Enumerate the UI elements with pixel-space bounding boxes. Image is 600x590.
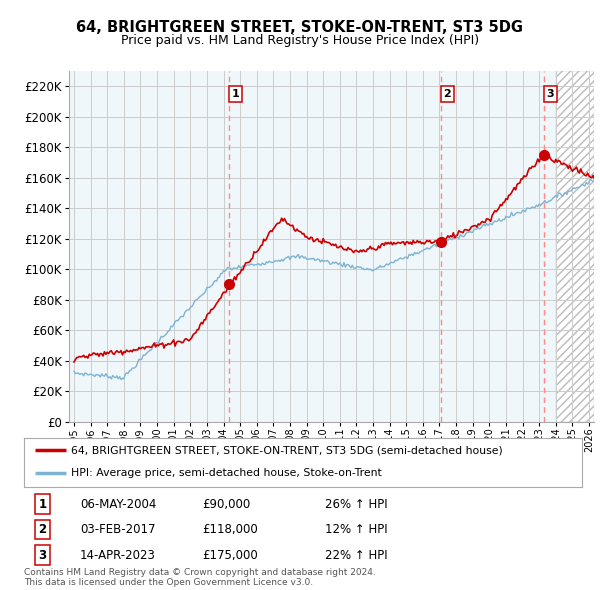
Text: £118,000: £118,000 bbox=[203, 523, 259, 536]
Text: Contains HM Land Registry data © Crown copyright and database right 2024.
This d: Contains HM Land Registry data © Crown c… bbox=[24, 568, 376, 587]
Text: 2: 2 bbox=[38, 523, 46, 536]
Text: 06-MAY-2004: 06-MAY-2004 bbox=[80, 497, 156, 510]
Text: 03-FEB-2017: 03-FEB-2017 bbox=[80, 523, 155, 536]
Text: 3: 3 bbox=[547, 89, 554, 99]
Text: 22% ↑ HPI: 22% ↑ HPI bbox=[325, 549, 388, 562]
Text: 3: 3 bbox=[38, 549, 46, 562]
Text: HPI: Average price, semi-detached house, Stoke-on-Trent: HPI: Average price, semi-detached house,… bbox=[71, 468, 382, 478]
Text: 1: 1 bbox=[232, 89, 239, 99]
Text: 26% ↑ HPI: 26% ↑ HPI bbox=[325, 497, 388, 510]
Text: 64, BRIGHTGREEN STREET, STOKE-ON-TRENT, ST3 5DG (semi-detached house): 64, BRIGHTGREEN STREET, STOKE-ON-TRENT, … bbox=[71, 445, 503, 455]
Text: 14-APR-2023: 14-APR-2023 bbox=[80, 549, 155, 562]
Text: £175,000: £175,000 bbox=[203, 549, 259, 562]
Text: Price paid vs. HM Land Registry's House Price Index (HPI): Price paid vs. HM Land Registry's House … bbox=[121, 34, 479, 47]
Text: 2: 2 bbox=[443, 89, 451, 99]
Text: 1: 1 bbox=[38, 497, 46, 510]
Text: 64, BRIGHTGREEN STREET, STOKE-ON-TRENT, ST3 5DG: 64, BRIGHTGREEN STREET, STOKE-ON-TRENT, … bbox=[77, 20, 523, 35]
Text: 12% ↑ HPI: 12% ↑ HPI bbox=[325, 523, 388, 536]
Text: £90,000: £90,000 bbox=[203, 497, 251, 510]
